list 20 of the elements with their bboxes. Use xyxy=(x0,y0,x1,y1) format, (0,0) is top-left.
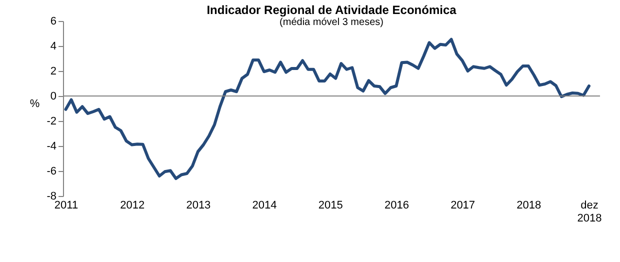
chart-subtitle: (média móvel 3 meses) xyxy=(280,17,384,28)
x-tick-label: dez 2018 xyxy=(577,200,602,224)
y-tick-label: 2 xyxy=(50,66,56,78)
x-tick-label: 2018 xyxy=(516,200,542,212)
x-tick-label: 2012 xyxy=(120,200,145,212)
x-tick-label: 2016 xyxy=(384,200,409,212)
y-tick-label: -4 xyxy=(46,140,56,152)
y-tick-label: 0 xyxy=(50,90,56,102)
x-tick-label: 2014 xyxy=(252,200,277,212)
y-tick-label: 4 xyxy=(50,40,56,52)
x-tick-label: 2013 xyxy=(186,200,211,212)
x-tick-label: 2017 xyxy=(450,200,476,212)
chart-title: Indicador Regional de Atividade Económica xyxy=(206,3,457,17)
y-tick-label: -6 xyxy=(46,166,56,178)
y-axis-title: % xyxy=(30,98,40,110)
y-tick-label: -8 xyxy=(46,190,56,202)
y-tick-label: -2 xyxy=(46,116,56,128)
x-tick-label: 2011 xyxy=(54,200,78,212)
x-tick-label: 2015 xyxy=(318,200,343,212)
y-tick-label: 6 xyxy=(50,16,56,28)
